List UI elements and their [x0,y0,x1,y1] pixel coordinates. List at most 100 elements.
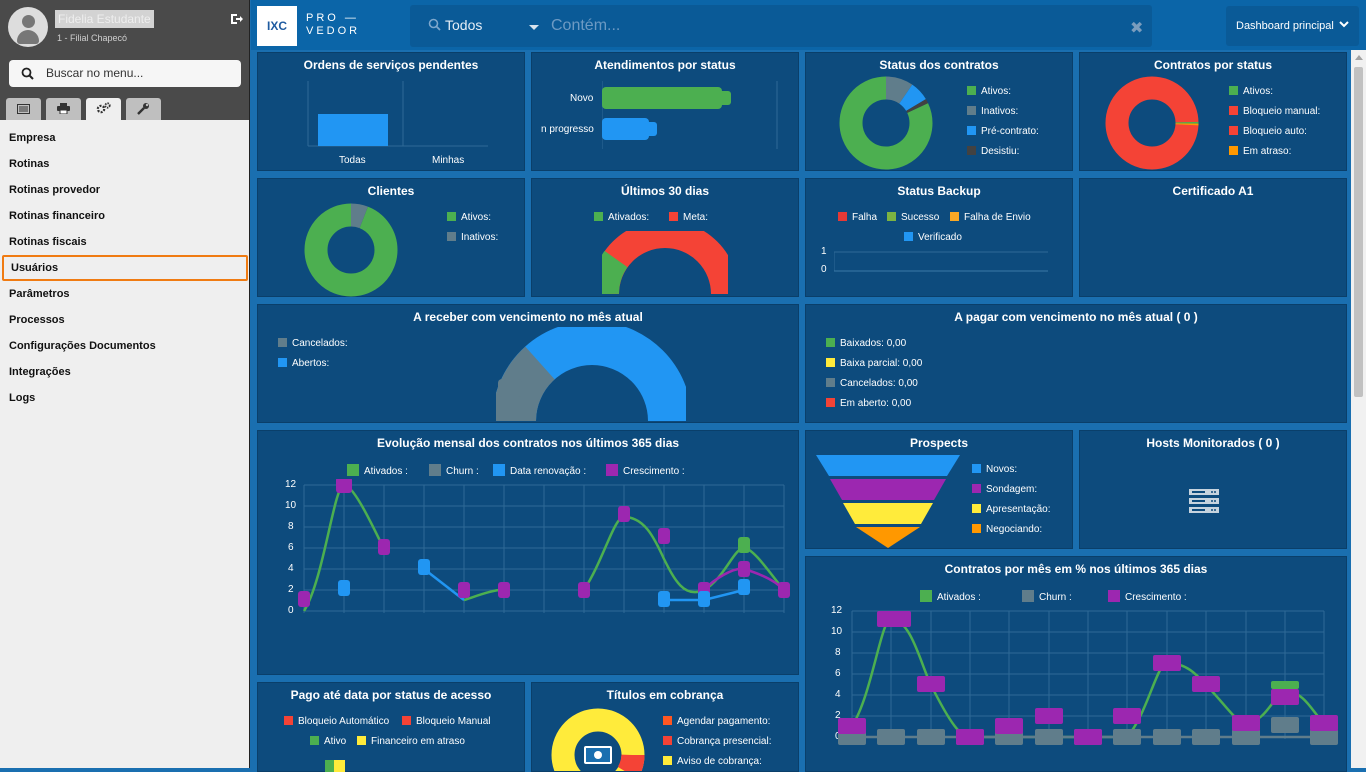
brand-line-1: PRO — [306,12,359,24]
ytick-10: 10 [831,626,843,637]
card-contratos-por-mes[interactable]: Contratos por mês em % nos últimos 365 d… [805,556,1347,772]
card-status-contratos[interactable]: Status dos contratos Ativos: Inativos: P… [805,52,1073,171]
legend-meta: Meta: [669,212,708,224]
sidebar-item-rotinas-fiscais[interactable]: Rotinas fiscais [9,236,87,248]
bar-em-progresso [602,118,649,140]
dashboard-select[interactable]: Dashboard principal [1226,6,1359,46]
evolucao-chart [298,479,790,613]
card-ultimos-30-dias[interactable]: Últimos 30 dias Ativados: Meta: [531,178,799,297]
sidebar-item-rotinas-financeiro[interactable]: Rotinas financeiro [9,210,105,222]
logout-icon[interactable] [230,13,243,28]
brand-name: PRO — VEDOR [306,12,360,38]
card-title: Contratos por status [1153,58,1272,72]
card-title: Clientes [367,184,415,198]
legend-agendar-pagamento: Agendar pagamento: [663,716,770,728]
card-title: Atendimentos por status [594,58,736,72]
card-contratos-status[interactable]: Contratos por status Ativos: Bloqueio ma… [1079,52,1347,171]
status-contratos-donut [839,76,933,170]
prospects-funnel [816,455,960,548]
sidebar-item-logs[interactable]: Logs [9,392,36,404]
sidebar-item-configuracoes-documentos[interactable]: Configurações Documentos [9,340,156,352]
card-title: Pago até data por status de acesso [290,688,492,702]
legend-sondagem: Sondagem: [972,484,1037,496]
card-prospects[interactable]: Prospects Novos: Sondagem: Apresentação:… [805,430,1073,549]
legend-pre-contrato: Pré-contrato: [967,126,1039,138]
ytick-4: 4 [288,563,294,574]
label-minhas: Minhas [432,155,465,166]
menu-search-placeholder: Buscar no menu... [46,66,144,80]
close-icon[interactable]: ✖ [1130,20,1144,37]
card-title: A pagar com vencimento no mês atual ( 0 … [954,310,1198,324]
card-clientes[interactable]: Clientes Ativos: Inativos: [257,178,525,297]
global-search: Todos ✖ [410,5,1152,47]
legend-ativo: Ativo [310,736,346,748]
legend-financeiro-atraso: Financeiro em atraso [357,736,465,748]
tab-print-icon[interactable] [46,98,81,120]
card-title: Contratos por mês em % nos últimos 365 d… [944,562,1208,576]
sidebar-item-rotinas-provedor[interactable]: Rotinas provedor [9,184,101,196]
sidebar-header: Fidelia Estudante 1 - Filial Chapecó Bus… [0,0,249,120]
legend-falha: Falha [838,212,877,224]
ytick-0: 0 [835,731,841,742]
ytick-6: 6 [835,668,841,679]
scroll-thumb[interactable] [1354,67,1363,397]
legend-bloqueio-manual: Bloqueio Manual [402,716,491,728]
card-status-backup[interactable]: Status Backup Falha Sucesso Falha de Env… [805,178,1073,297]
card-a-pagar[interactable]: A pagar com vencimento no mês atual ( 0 … [805,304,1347,423]
contratos-mes-chart [838,610,1338,745]
chevron-down-icon [1339,5,1349,45]
backup-chart [834,251,1048,272]
tab-gears-icon[interactable] [86,98,121,120]
legend-em-aberto: Em aberto: 0,00 [826,398,911,410]
ordens-chart [307,81,488,147]
search-scope-select[interactable]: Todos [428,17,482,33]
card-title: Status dos contratos [879,58,999,72]
card-evolucao-mensal[interactable]: Evolução mensal dos contratos nos último… [257,430,799,675]
legend-churn: Churn : [429,464,479,478]
card-atendimentos[interactable]: Atendimentos por status Novo n progresso [531,52,799,171]
sidebar-item-integracoes[interactable]: Integrações [9,366,71,378]
ytick-8: 8 [835,647,841,658]
ytick-2: 2 [288,584,294,595]
legend-crescimento: Crescimento : [1108,590,1187,604]
legend-ativos: Ativos: [967,86,1011,98]
chevron-down-icon[interactable] [529,25,539,30]
scroll-up-icon[interactable] [1355,55,1363,60]
ixc-logo[interactable]: IXC [257,6,297,46]
titulos-donut [551,708,645,771]
legend-churn: Churn : [1022,590,1072,604]
page-scrollbar[interactable] [1351,50,1366,768]
legend-apresentacao: Apresentação: [972,504,1051,516]
sidebar-item-empresa[interactable]: Empresa [9,132,56,144]
brand-line-2: VEDOR [306,25,361,37]
sidebar-item-usuarios[interactable]: Usuários [2,255,248,281]
card-titulos-cobranca[interactable]: Títulos em cobrança Agendar pagamento: C… [531,682,799,772]
card-hosts-monitorados[interactable]: Hosts Monitorados ( 0 ) [1079,430,1347,549]
legend-inativos: Inativos: [967,106,1018,118]
bar-todas [318,114,388,146]
ytick-4: 4 [835,689,841,700]
legend-cobranca-presencial: Cobrança presencial: [663,736,772,748]
search-icon [21,67,34,80]
sidebar-item-rotinas[interactable]: Rotinas [9,158,50,170]
card-title: Hosts Monitorados ( 0 ) [1146,436,1280,450]
legend-ativados: Ativados : [347,464,408,478]
server-icon [1189,489,1219,513]
card-certificado-a1[interactable]: Certificado A1 [1079,178,1347,297]
legend-falha-envio: Falha de Envio [950,212,1031,224]
ytick-8: 8 [288,521,294,532]
avatar[interactable] [8,7,48,47]
card-a-receber[interactable]: A receber com vencimento no mês atual Ca… [257,304,799,423]
menu-search-input[interactable]: Buscar no menu... [9,60,241,87]
user-filial: 1 - Filial Chapecó [57,33,128,43]
legend-baixa-parcial: Baixa parcial: 0,00 [826,358,922,370]
user-name: Fidelia Estudante [55,10,154,28]
card-pago-ate-data[interactable]: Pago até data por status de acesso Bloqu… [257,682,525,772]
tab-list-icon[interactable] [6,98,41,120]
sidebar-item-parametros[interactable]: Parâmetros [9,288,70,300]
legend-sucesso: Sucesso [887,212,939,224]
search-input[interactable] [551,13,1111,39]
card-ordens-servico[interactable]: Ordens de serviços pendentes Todas Minha… [257,52,525,171]
sidebar-item-processos[interactable]: Processos [9,314,65,326]
tab-wrench-icon[interactable] [126,98,161,120]
